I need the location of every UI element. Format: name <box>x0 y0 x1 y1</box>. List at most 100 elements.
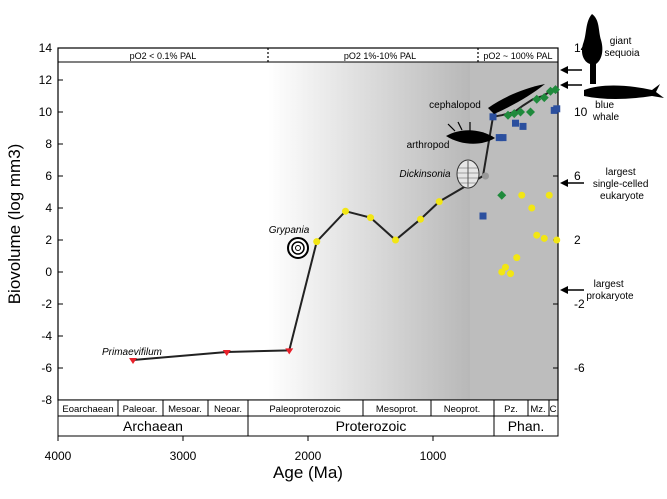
data-point-plants <box>503 110 513 120</box>
arthropod-icon <box>446 121 495 144</box>
y-tick-label: 14 <box>39 41 53 55</box>
data-point-protists <box>528 204 536 212</box>
data-point-animals <box>495 134 503 142</box>
label-blue-whale-line1: blue <box>595 100 614 111</box>
y-tick-label: -6 <box>41 361 52 375</box>
era-neoarchaean: Neoar. <box>214 404 242 415</box>
era-paleoarchaean: Paleoar. <box>123 404 158 415</box>
label-largest-prokaryote: largest prokaryote <box>586 279 634 302</box>
y-tick-label: 8 <box>45 137 52 151</box>
right-tick-label: 10 <box>574 105 588 119</box>
x-tick-label: 2000 <box>295 449 322 463</box>
y-tick-label: -2 <box>41 297 52 311</box>
oxygen-label-high: pO2 ~ 100% PAL <box>483 51 552 61</box>
cephalopod-icon <box>488 84 545 114</box>
data-point-protists <box>518 191 526 199</box>
label-largest-prokaryote-line2: prokaryote <box>586 291 634 302</box>
data-point-animals <box>553 105 561 113</box>
label-giant-sequoia-line1: giant <box>610 36 632 47</box>
x-tick-label: 4000 <box>45 449 72 463</box>
dickinsonia-icon <box>456 159 480 189</box>
era-eoarchaean: Eoarchaean <box>62 404 113 415</box>
y-axis-title: Biovolume (log mm3) <box>5 144 24 305</box>
y-tick-label: 12 <box>39 73 53 87</box>
data-point-prokaryotes <box>129 358 137 364</box>
oxygen-region-mid <box>268 62 470 400</box>
label-grypania: Grypania <box>269 225 310 236</box>
label-largest-eukaryote-line2: single-celled <box>593 179 649 190</box>
data-point-protists <box>553 236 561 244</box>
y-tick-label: -8 <box>41 393 52 407</box>
x-axis-ticks: 4000 3000 2000 1000 <box>45 436 447 463</box>
data-point-plants <box>526 107 535 117</box>
points-group <box>129 85 561 364</box>
y-axis-title-text: Biovolume (log mm3) <box>5 144 24 305</box>
data-point-plants <box>539 93 549 103</box>
data-point-protists <box>498 268 506 276</box>
label-largest-eukaryote: largest single-celled eukaryote <box>593 167 651 202</box>
y-tick-label: 10 <box>39 105 53 119</box>
eon-phanerozoic: Phan. <box>508 418 545 434</box>
y-axis-ticks: -8 -6 -4 -2 0 2 4 6 8 10 12 14 <box>39 41 63 407</box>
data-point-plants <box>551 85 560 95</box>
label-cephalopod: cephalopod <box>429 100 481 111</box>
data-point-protists <box>513 254 521 262</box>
y-tick-label: -4 <box>41 329 52 343</box>
y-tick-label: 6 <box>45 169 52 183</box>
x-tick-label: 3000 <box>170 449 197 463</box>
data-point-animals <box>512 119 519 127</box>
data-point-protists <box>540 234 548 242</box>
data-point-protists <box>533 231 541 239</box>
eon-proterozoic: Proterozoic <box>336 418 407 434</box>
oxygen-label-low: pO2 < 0.1% PAL <box>130 51 197 61</box>
label-primaevifilum: Primaevifilum <box>102 347 162 358</box>
era-cenozoic: C <box>550 404 557 415</box>
label-largest-eukaryote-line1: largest <box>606 167 636 178</box>
right-tick-label: -2 <box>574 297 585 311</box>
data-point-protists <box>545 191 553 199</box>
data-point-plants <box>516 107 525 117</box>
y-tick-label: 2 <box>45 233 52 247</box>
right-tick-label: -6 <box>574 361 585 375</box>
era-paleoproterozoic: Paleoproterozoic <box>269 404 341 415</box>
right-tick-label: 6 <box>574 169 581 183</box>
data-point-protists <box>435 198 443 206</box>
data-point-protists <box>342 207 349 215</box>
data-point-prokaryotes <box>285 348 294 355</box>
data-point-ediacarans <box>482 172 489 180</box>
oxygen-label-mid: pO2 1%-10% PAL <box>344 51 416 61</box>
era-paleozoic: Pz. <box>504 404 518 415</box>
arrow-eukaryote <box>560 179 584 187</box>
data-point-protists <box>313 238 321 246</box>
data-point-protists <box>367 214 374 222</box>
label-blue-whale: blue whale <box>592 100 620 123</box>
label-blue-whale-line2: whale <box>592 112 620 123</box>
oxygen-region-high <box>470 62 558 400</box>
era-mesozoic: Mz. <box>530 404 545 415</box>
y-tick-label: 0 <box>45 265 52 279</box>
data-point-animals <box>519 122 527 130</box>
era-neoproterozoic: Neoprot. <box>444 404 480 415</box>
data-point-animals <box>499 134 507 142</box>
whale-icon <box>584 84 664 99</box>
data-point-protists <box>417 215 424 223</box>
data-point-plants <box>509 109 519 119</box>
x-tick-label: 1000 <box>420 449 447 463</box>
label-giant-sequoia: giant sequoia <box>604 36 639 59</box>
label-dickinsonia: Dickinsonia <box>399 169 451 180</box>
data-point-protists <box>392 236 399 244</box>
label-largest-eukaryote-line3: eukaryote <box>600 191 644 202</box>
right-tick-label: 2 <box>574 233 581 247</box>
era-mesoproterozoic: Mesoprot. <box>376 404 418 415</box>
data-point-prokaryotes <box>222 350 231 356</box>
sequoia-icon <box>581 14 603 84</box>
y-tick-label: 4 <box>45 201 52 215</box>
era-mesoarchaean: Mesoar. <box>168 404 202 415</box>
label-largest-prokaryote-line1: largest <box>594 279 624 290</box>
data-point-animals <box>479 212 487 220</box>
label-arthropod: arthropod <box>407 140 450 151</box>
x-axis-title: Age (Ma) <box>273 463 343 482</box>
data-point-animals <box>489 113 497 121</box>
